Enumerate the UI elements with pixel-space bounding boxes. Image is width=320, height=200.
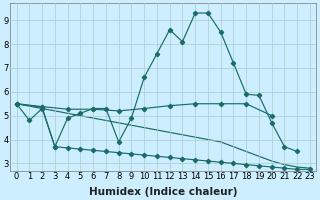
X-axis label: Humidex (Indice chaleur): Humidex (Indice chaleur): [89, 187, 237, 197]
